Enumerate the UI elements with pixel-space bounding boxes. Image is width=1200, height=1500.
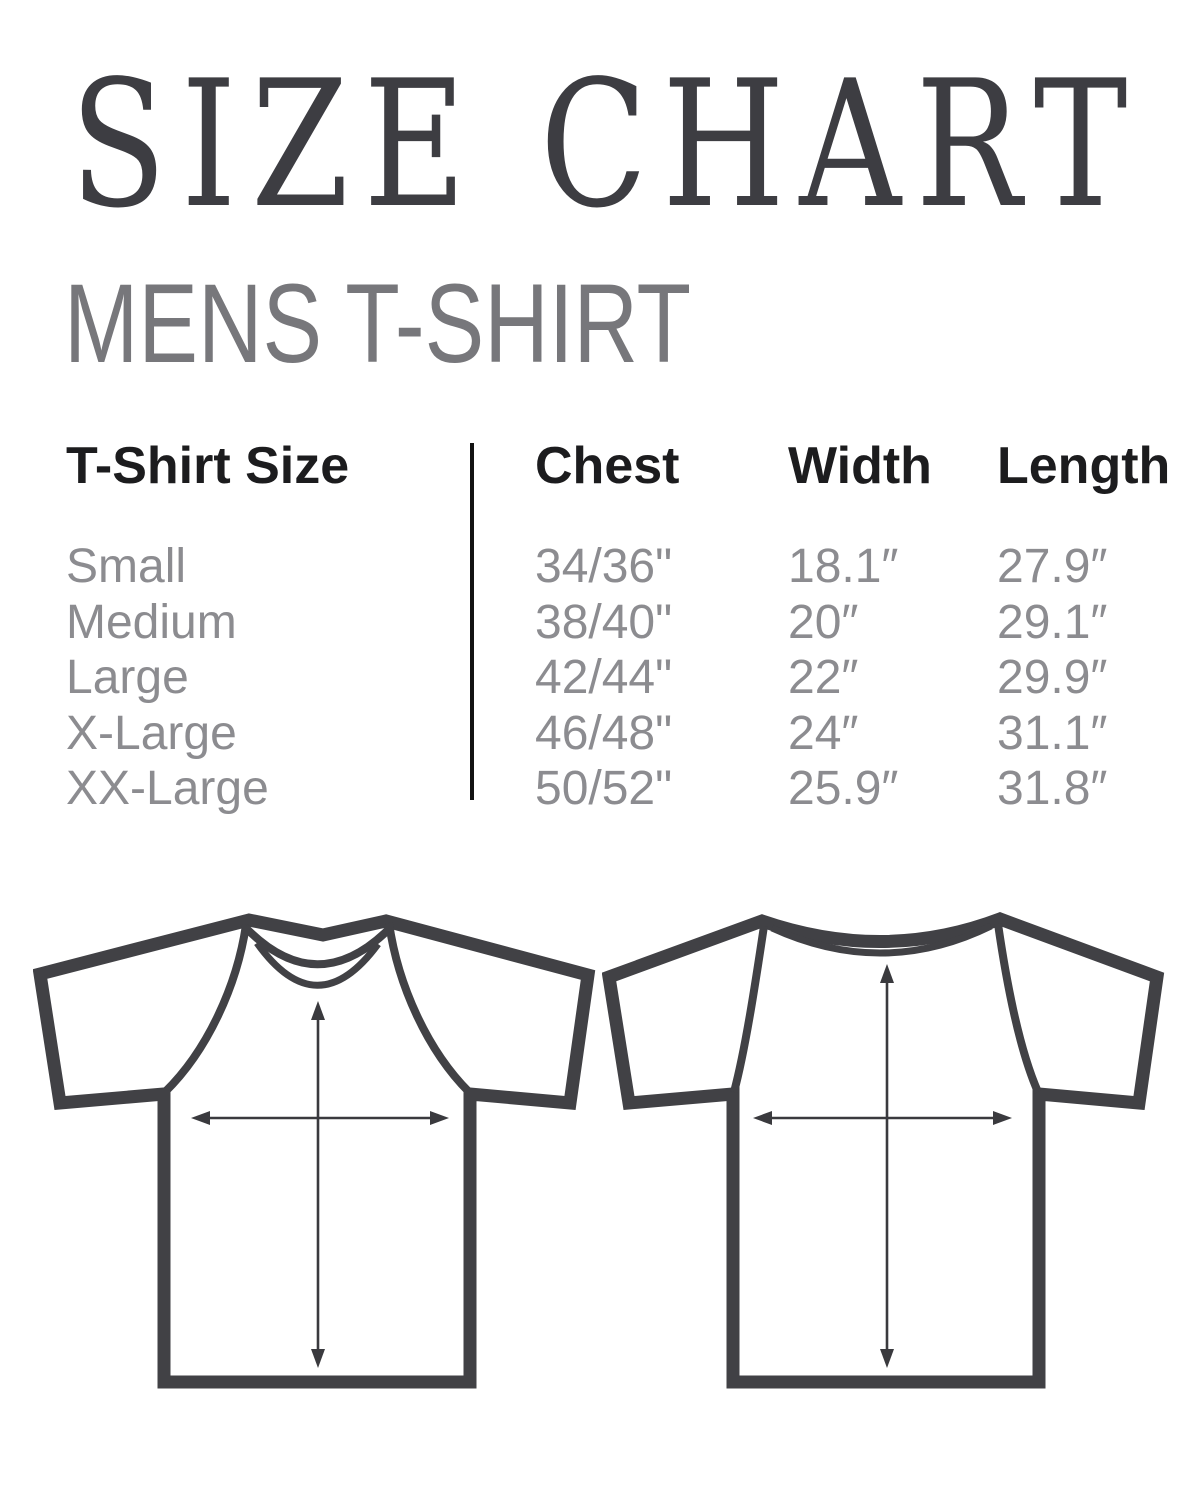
length-arrow-icon bbox=[880, 964, 894, 1368]
width-cell: 25.9″ bbox=[788, 762, 899, 815]
chest-cell: 46/48" bbox=[535, 706, 673, 760]
table-row: XX-Large 50/52" 25.9″ 31.8″ bbox=[0, 761, 1200, 817]
table-divider bbox=[470, 443, 474, 800]
length-cell: 31.8″ bbox=[997, 762, 1108, 815]
table-row: Large 42/44" 22″ 29.9″ bbox=[0, 650, 1200, 706]
left-armhole-seam bbox=[162, 924, 250, 1095]
tshirt-back-silhouette bbox=[602, 912, 1165, 1389]
left-armhole-seam bbox=[730, 925, 768, 1094]
table-row: Medium 38/40" 20″ 29.1″ bbox=[0, 595, 1200, 651]
page-title: SIZE CHART bbox=[70, 44, 1142, 247]
right-armhole-seam bbox=[994, 923, 1042, 1094]
collar-outer-arc bbox=[242, 924, 393, 969]
page-subtitle: MENS T-SHIRT bbox=[64, 261, 691, 386]
table-row: X-Large 46/48" 24″ 31.1″ bbox=[0, 706, 1200, 762]
chest-cell: 34/36" bbox=[535, 540, 673, 593]
chest-cell: 38/40" bbox=[535, 595, 673, 649]
size-cell: XX-Large bbox=[66, 762, 269, 815]
width-arrow-icon bbox=[753, 1111, 1012, 1125]
width-arrow-icon bbox=[191, 1111, 449, 1125]
width-cell: 20″ bbox=[788, 595, 859, 649]
length-cell: 29.1″ bbox=[997, 595, 1108, 649]
column-header-size: T-Shirt Size bbox=[66, 437, 350, 495]
chest-cell: 42/44" bbox=[535, 651, 673, 704]
column-header-width: Width bbox=[788, 437, 932, 495]
size-cell: Medium bbox=[66, 595, 237, 649]
column-header-chest: Chest bbox=[535, 437, 680, 495]
size-cell: Large bbox=[66, 651, 189, 704]
length-cell: 31.1″ bbox=[997, 706, 1108, 760]
table-body: Small 34/36" 18.1″ 27.9″ Medium 38/40" 2… bbox=[0, 539, 1200, 817]
width-cell: 18.1″ bbox=[788, 540, 899, 593]
width-cell: 24″ bbox=[788, 706, 859, 760]
tshirt-back-diagram bbox=[602, 912, 1165, 1389]
column-header-length: Length bbox=[997, 437, 1171, 495]
tshirt-front-diagram bbox=[33, 913, 596, 1389]
collar-inner-arc bbox=[254, 940, 381, 989]
width-cell: 22″ bbox=[788, 651, 859, 704]
back-collar-line bbox=[770, 922, 993, 957]
length-cell: 27.9″ bbox=[997, 540, 1108, 593]
table-row: Small 34/36" 18.1″ 27.9″ bbox=[0, 539, 1200, 595]
tshirt-front-silhouette bbox=[33, 913, 596, 1389]
size-cell: X-Large bbox=[66, 706, 237, 760]
length-arrow-icon bbox=[311, 1001, 325, 1368]
size-cell: Small bbox=[66, 540, 187, 593]
chest-cell: 50/52" bbox=[535, 762, 673, 815]
length-cell: 29.9″ bbox=[997, 651, 1108, 704]
right-armhole-seam bbox=[385, 922, 472, 1095]
